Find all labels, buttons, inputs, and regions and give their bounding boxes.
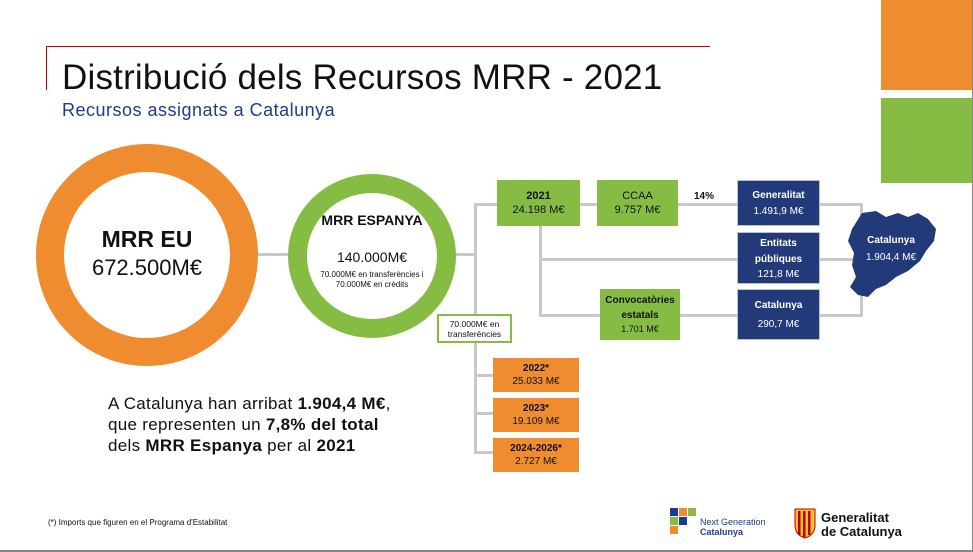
box-2023: 2023* 19.109 M€ bbox=[493, 398, 579, 432]
box-2022-label: 2022* bbox=[522, 363, 550, 374]
generalitat-text: Generalitat de Catalunya bbox=[821, 510, 902, 539]
box-entitats: Entitats públiques 121,8 M€ bbox=[737, 232, 820, 284]
map-value: 1.904,4 M€ bbox=[865, 252, 917, 263]
page-subtitle: Recursos assignats a Catalunya bbox=[62, 100, 336, 120]
next-generation-text: Next Generation Catalunya bbox=[700, 517, 766, 537]
connector-to-2022 bbox=[474, 374, 494, 377]
connector-2021-ccaa bbox=[580, 203, 598, 206]
connector-entitats-map bbox=[820, 258, 860, 261]
title-frame-line-left bbox=[46, 46, 47, 90]
box-generalitat-value: 1.491,9 M€ bbox=[753, 205, 804, 217]
connector-to-entitats bbox=[539, 258, 737, 261]
connector-eu-spain bbox=[256, 253, 290, 256]
connector-ccaa-generalitat bbox=[678, 203, 738, 206]
mrr-spain-label: MRR ESPANYA bbox=[321, 212, 423, 228]
title-frame-line bbox=[46, 46, 710, 47]
connector-spain-branch bbox=[455, 253, 477, 256]
box-ccaa-value: 9.757 M€ bbox=[614, 204, 661, 216]
mrr-spain-note: 70.000M€ en transferències i 70.000M€ en… bbox=[320, 270, 424, 289]
summary-text: A Catalunya han arribat 1.904,4 M€, que … bbox=[108, 393, 391, 456]
connector-to-convocatories bbox=[539, 314, 601, 317]
box-ccaa: CCAA 9.757 M€ bbox=[597, 180, 678, 226]
mrr-eu-value: 672.500M€ bbox=[91, 255, 203, 280]
box-catalunya: Catalunya 290,7 M€ bbox=[737, 289, 820, 340]
box-convocatories: Convocatòries estatals 1.701 M€ bbox=[600, 289, 680, 340]
box-entitats-value: 121,8 M€ bbox=[757, 268, 800, 280]
catalonia-map bbox=[848, 211, 936, 297]
box-2022: 2022* 25.033 M€ bbox=[493, 358, 579, 392]
box-2023-label: 2023* bbox=[522, 403, 550, 414]
connector-conv-catalunya bbox=[680, 314, 737, 317]
box-2021-value: 24.198 M€ bbox=[512, 204, 565, 216]
box-entitats-label: Entitats públiques bbox=[754, 237, 803, 265]
generalitat-logo-icon bbox=[794, 508, 816, 539]
connector-to-2021 bbox=[474, 203, 498, 206]
corner-green-block bbox=[881, 98, 973, 183]
box-2021: 2021 24.198 M€ bbox=[497, 180, 580, 226]
box-generalitat-label: Generalitat bbox=[752, 189, 805, 201]
summary-line-1: A Catalunya han arribat 1.904,4 M€, bbox=[108, 394, 391, 413]
box-2022-value: 25.033 M€ bbox=[512, 376, 560, 387]
summary-line-2: que representen un 7,8% del total bbox=[108, 415, 379, 434]
box-catalunya-label: Catalunya bbox=[754, 299, 803, 311]
connector-to-2024 bbox=[474, 451, 494, 454]
corner-orange-block bbox=[881, 0, 973, 90]
box-catalunya-value: 290,7 M€ bbox=[757, 318, 800, 330]
box-generalitat: Generalitat 1.491,9 M€ bbox=[737, 180, 820, 226]
page-title: Distribució dels Recursos MRR - 2021 bbox=[62, 58, 663, 97]
box-ccaa-label: CCAA bbox=[622, 190, 653, 202]
box-2024-2026-value: 2.727 M€ bbox=[515, 456, 557, 467]
connector-catalunya-map bbox=[820, 314, 862, 317]
next-generation-logo-icon bbox=[670, 508, 696, 534]
footnote: (*) Imports que figuren en el Programa d… bbox=[48, 518, 228, 527]
transfer-note-box: 70.000M€ en transferències bbox=[437, 314, 512, 343]
box-2021-label: 2021 bbox=[526, 190, 551, 202]
box-2024-2026-label: 2024-2026* bbox=[510, 443, 562, 454]
connector-to-2023 bbox=[474, 412, 494, 415]
percent-label: 14% bbox=[694, 191, 715, 202]
mrr-spain-value: 140.000M€ bbox=[336, 249, 408, 265]
connector-generalitat-map bbox=[820, 203, 862, 206]
box-2023-value: 19.109 M€ bbox=[512, 416, 560, 427]
slide-border-bottom bbox=[0, 550, 973, 552]
connector-2021-down bbox=[539, 226, 542, 316]
map-label: Catalunya bbox=[867, 235, 915, 246]
box-convocatories-label: Convocatòries estatals bbox=[605, 295, 675, 321]
mrr-eu-label: MRR EU bbox=[101, 226, 193, 252]
box-convocatories-value: 1.701 M€ bbox=[621, 324, 659, 334]
summary-line-3: dels MRR Espanya per al 2021 bbox=[108, 436, 356, 455]
box-2024-2026: 2024-2026* 2.727 M€ bbox=[493, 438, 579, 472]
